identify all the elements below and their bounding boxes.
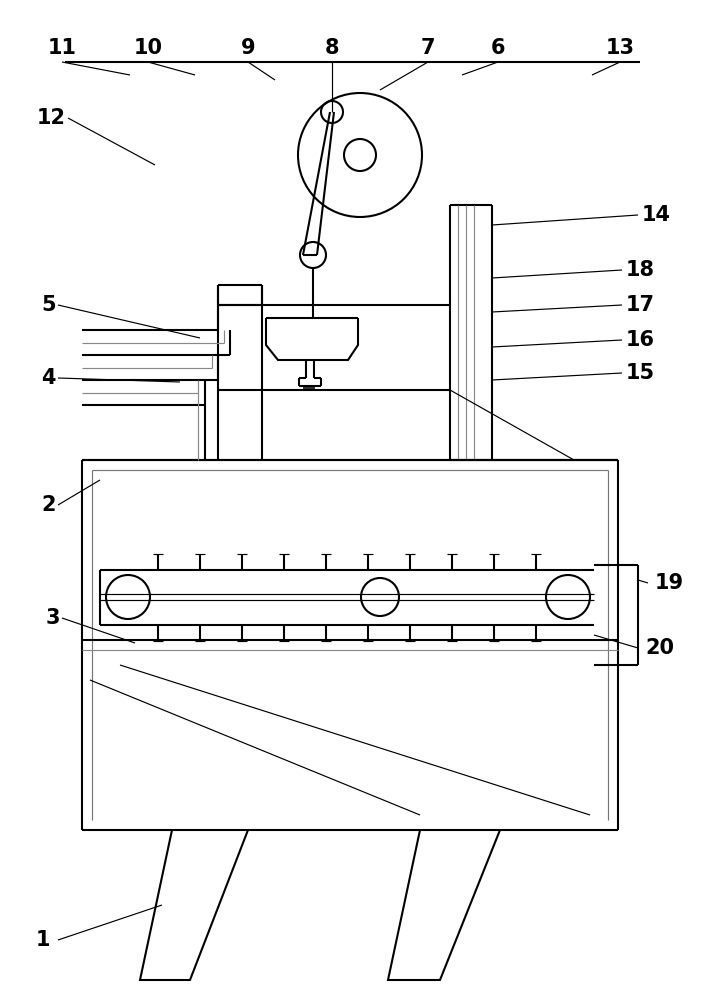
Text: 20: 20 [645, 638, 674, 658]
Text: 1: 1 [35, 930, 50, 950]
Text: 11: 11 [47, 38, 77, 58]
Text: 8: 8 [325, 38, 339, 58]
Text: 5: 5 [42, 295, 56, 315]
Text: 2: 2 [42, 495, 56, 515]
Text: 19: 19 [655, 573, 684, 593]
Text: 15: 15 [626, 363, 655, 383]
Text: 12: 12 [37, 108, 66, 128]
Text: 6: 6 [491, 38, 505, 58]
Text: 17: 17 [626, 295, 655, 315]
Bar [303, 386, 315, 390]
Text: 16: 16 [626, 330, 655, 350]
Text: 10: 10 [134, 38, 163, 58]
Text: 14: 14 [642, 205, 671, 225]
Text: 7: 7 [421, 38, 435, 58]
Text: 18: 18 [626, 260, 655, 280]
Text: 9: 9 [241, 38, 256, 58]
Text: 13: 13 [605, 38, 634, 58]
Text: 4: 4 [42, 368, 56, 388]
Text: 3: 3 [46, 608, 60, 628]
